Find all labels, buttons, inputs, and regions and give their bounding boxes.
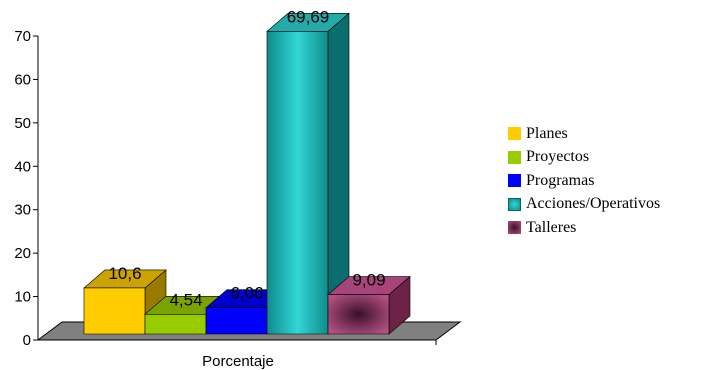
bar-acciones-operativos bbox=[266, 12, 350, 335]
y-tick-label: 70 bbox=[14, 28, 31, 45]
bar-front-talleres bbox=[327, 294, 390, 335]
legend: Planes Proyectos Programas Acciones/Oper… bbox=[508, 122, 660, 240]
legend-label-acciones-operativos: Acciones/Operativos bbox=[526, 195, 661, 213]
legend-label-talleres: Talleres bbox=[526, 218, 577, 236]
y-tick-label: 60 bbox=[14, 71, 31, 88]
y-tick-label: 30 bbox=[14, 202, 31, 219]
bar-front-planes bbox=[83, 287, 146, 335]
y-tick-label: 10 bbox=[14, 289, 31, 306]
bar-front-programas bbox=[205, 307, 268, 335]
y-ticks: 0 10 20 30 40 50 60 70 bbox=[14, 28, 38, 349]
legend-item-talleres: Talleres bbox=[508, 216, 660, 240]
legend-item-proyectos: Proyectos bbox=[508, 146, 660, 170]
y-tick-label: 40 bbox=[14, 158, 31, 175]
legend-swatch-talleres bbox=[508, 221, 521, 235]
data-label-acciones-operativos: 69,69 bbox=[287, 7, 330, 26]
legend-label-proyectos: Proyectos bbox=[526, 148, 590, 166]
legend-item-planes: Planes bbox=[508, 122, 660, 146]
legend-swatch-proyectos bbox=[508, 150, 521, 164]
data-label-talleres: 9,09 bbox=[352, 271, 385, 290]
legend-swatch-acciones-operativos bbox=[508, 197, 521, 211]
bar-talleres bbox=[327, 275, 411, 335]
x-axis: Porcentaje bbox=[38, 339, 437, 370]
bar-front-acciones-operativos bbox=[266, 31, 329, 335]
bars bbox=[83, 12, 411, 335]
legend-item-acciones-operativos: Acciones/Operativos bbox=[508, 193, 660, 217]
y-tick-label: 50 bbox=[14, 115, 31, 132]
bar-front-proyectos bbox=[144, 313, 207, 335]
y-tick-label: 0 bbox=[23, 332, 31, 349]
data-label-planes: 10,6 bbox=[108, 264, 141, 283]
legend-item-programas: Programas bbox=[508, 169, 660, 193]
y-axis: 0 10 20 30 40 50 60 70 bbox=[14, 28, 39, 349]
x-tick-label-porcentaje: Porcentaje bbox=[202, 353, 274, 370]
legend-swatch-planes bbox=[508, 127, 521, 141]
data-label-programas: 6,06 bbox=[230, 284, 263, 303]
legend-label-planes: Planes bbox=[526, 124, 568, 142]
data-label-proyectos: 4,54 bbox=[169, 290, 202, 309]
y-tick-label: 20 bbox=[14, 245, 31, 262]
legend-swatch-programas bbox=[508, 174, 521, 188]
data-labels: 10,6 4,54 6,06 69,69 9,09 bbox=[108, 7, 385, 309]
legend-label-programas: Programas bbox=[526, 171, 595, 189]
